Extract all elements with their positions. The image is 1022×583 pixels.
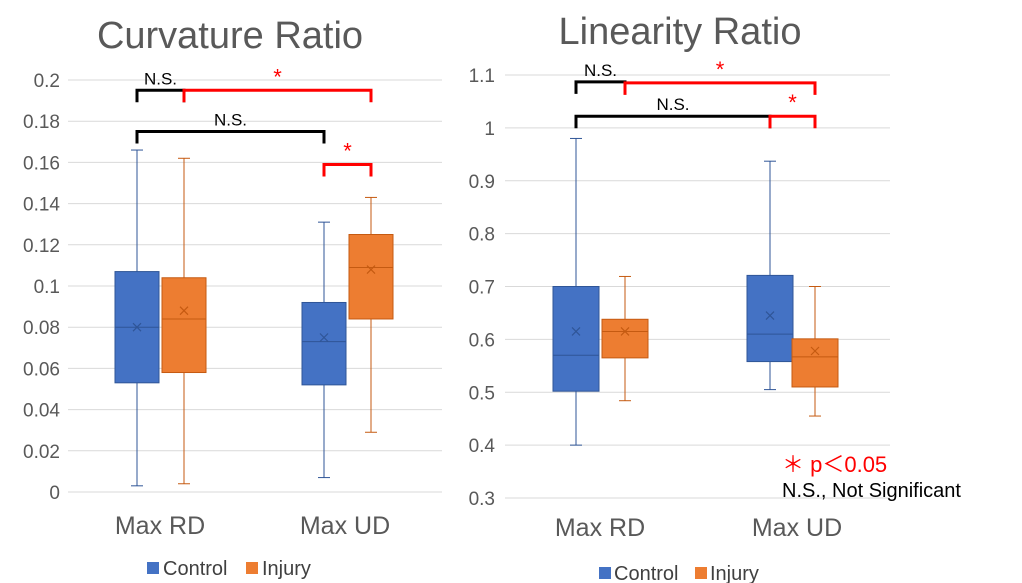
mean-marker	[571, 327, 581, 336]
curvature-ratio-chart: Curvature Ratio 0 0.02 0.04 0.06 0.08 0.1 0.12…	[23, 15, 442, 580]
box-body	[746, 274, 794, 363]
y-tick-label: 0.08	[23, 318, 60, 339]
y-tick-label: 0.3	[469, 489, 495, 510]
y-tick-label: 1	[484, 119, 495, 140]
box-body	[601, 318, 649, 359]
y-tick-label: 0.7	[469, 278, 495, 299]
y-axis-ticks: 0.3 0.4 0.5 0.6 0.7 0.8 0.9 1 1.1	[469, 66, 496, 510]
y-tick-label: 0.9	[469, 172, 495, 193]
mean-marker	[366, 265, 376, 274]
box-injury	[161, 157, 207, 485]
bracket-line	[574, 114, 772, 129]
bracket-label: *	[788, 90, 797, 115]
y-tick-label: 0.16	[23, 153, 60, 174]
box-control	[114, 149, 160, 487]
legend-swatch-control	[147, 562, 159, 574]
significance-bracket-ns: N.S.	[135, 69, 186, 103]
legend: Control Injury	[147, 558, 311, 580]
y-tick-label: 0.18	[23, 112, 60, 133]
mean-marker	[810, 346, 820, 356]
bracket-line	[182, 88, 373, 103]
box-control	[746, 160, 794, 391]
significance-note: ＊ p＜0.05	[782, 452, 887, 477]
y-tick-label: 0.6	[469, 330, 495, 351]
bracket-line	[135, 88, 186, 103]
box-control	[301, 221, 347, 479]
significance-bracket-red: *	[182, 64, 373, 103]
x-tick-label: Max RD	[115, 512, 205, 540]
mean-marker	[765, 311, 775, 321]
bracket-label: N.S.	[144, 69, 177, 88]
bracket-label: N.S.	[214, 111, 247, 130]
chart-title-curvature: Curvature Ratio	[97, 15, 363, 57]
y-tick-label: 0.4	[469, 436, 496, 457]
significance-bracket-ns: N.S.	[574, 95, 772, 129]
legend-swatch-control	[599, 567, 611, 579]
legend-label-injury: Injury	[262, 558, 311, 580]
y-tick-label: 0.2	[34, 71, 60, 92]
y-tick-label: 0.14	[23, 195, 60, 216]
x-tick-label: Max UD	[752, 514, 842, 542]
y-tick-label: 0.02	[23, 442, 60, 463]
mean-marker	[179, 306, 189, 316]
y-tick-label: 0	[49, 483, 60, 504]
box-body	[348, 234, 394, 320]
legend-label-control: Control	[163, 558, 227, 580]
legend-label-control: Control	[614, 563, 678, 583]
significance-bracket-ns: N.S.	[135, 111, 326, 144]
bracket-line	[768, 114, 817, 129]
y-tick-label: 0.06	[23, 359, 60, 380]
bracket-line	[623, 81, 817, 95]
y-tick-label: 0.1	[34, 277, 60, 298]
bracket-line	[135, 130, 326, 144]
bracket-line	[574, 80, 627, 94]
plot-area	[114, 149, 394, 487]
box-body	[301, 301, 347, 386]
y-axis-ticks: 0 0.02 0.04 0.06 0.08 0.1 0.12 0.14 0.16 0.18 0.2	[23, 71, 60, 504]
ns-note: N.S., Not Significant	[782, 480, 961, 502]
bracket-label: *	[716, 57, 725, 82]
y-tick-label: 0.12	[23, 236, 60, 257]
y-tick-label: 0.04	[23, 401, 60, 422]
box-injury	[791, 286, 839, 417]
bracket-label: N.S.	[656, 95, 689, 114]
box-body	[552, 286, 600, 392]
box-body	[161, 277, 207, 374]
bracket-label: *	[273, 64, 282, 89]
significance-bracket-red: *	[322, 138, 373, 177]
box-injury	[601, 275, 649, 402]
box-control	[552, 137, 600, 446]
bracket-label: *	[343, 138, 352, 163]
mean-marker	[319, 333, 329, 342]
y-tick-label: 0.5	[469, 383, 495, 404]
x-tick-label: Max RD	[555, 514, 645, 542]
significance-bracket-red: *	[623, 57, 817, 95]
legend-swatch-injury	[695, 567, 707, 579]
y-tick-label: 1.1	[469, 66, 495, 87]
bracket-label: N.S.	[584, 61, 617, 80]
significance-brackets: N.S. * N.S. *	[574, 57, 817, 129]
significance-brackets: N.S. * N.S. *	[135, 64, 373, 177]
significance-bracket-ns: N.S.	[574, 61, 627, 94]
box-injury	[348, 196, 394, 433]
chart-title-linearity: Linearity Ratio	[559, 11, 802, 53]
mean-marker	[620, 327, 630, 336]
significance-bracket-red: *	[768, 90, 817, 129]
x-tick-label: Max UD	[300, 512, 390, 540]
plot-area	[552, 137, 839, 446]
bracket-line	[322, 162, 373, 177]
linearity-ratio-chart: Linearity Ratio 0.3 0.4 0.5 0.6 0.7 0.8 0.9 1 1.…	[469, 11, 962, 583]
y-tick-label: 0.8	[469, 225, 495, 246]
mean-marker	[132, 322, 142, 332]
legend: Control Injury	[599, 563, 759, 583]
legend-swatch-injury	[246, 562, 258, 574]
box-body	[791, 338, 839, 388]
legend-label-injury: Injury	[710, 563, 759, 583]
